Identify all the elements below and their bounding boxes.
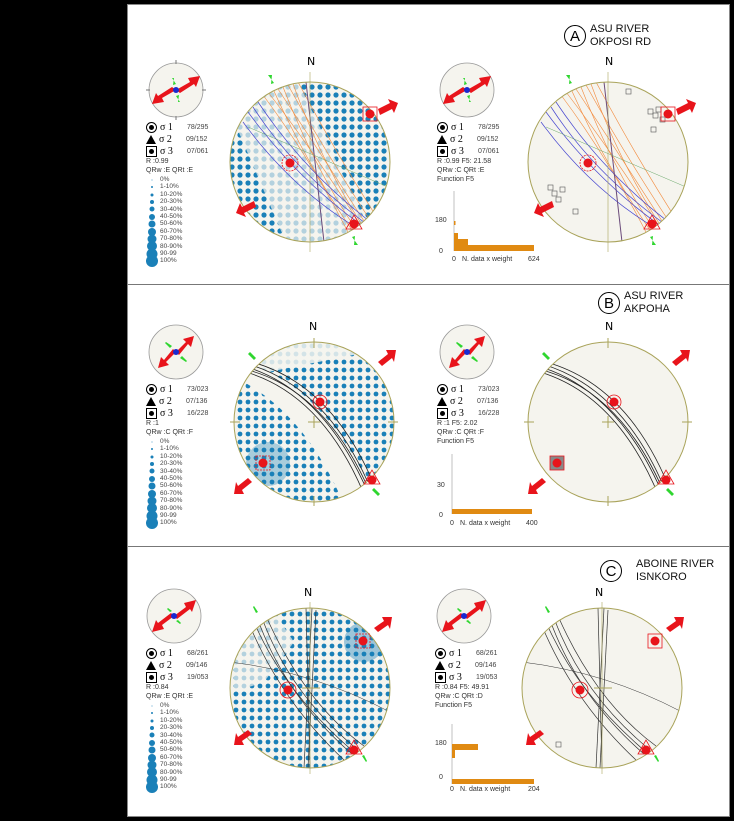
north-label: N [304,586,313,599]
sigma2-triangle-icon [146,660,156,670]
panel-a: A ASU RIVER OKPOSI RD σ 1 78/295 σ 2 09/15… [128,5,729,285]
title-site: OKPOSI RD [590,36,652,48]
quality-ranking: QRw :C QRt :E [437,167,485,174]
sigma1-circle-icon [146,121,157,133]
sigma2-triangle-icon [437,134,447,144]
panel-b: B ASU RIVER AKPOHA σ 1 73/023 σ 2 07/136 σ… [128,284,729,547]
panel-title: A ASU RIVER OKPOSI RD [564,23,651,49]
sigma1-circle-icon [435,647,446,659]
stress-legend-right: σ 1 68/261 σ 2 09/146 σ 3 19/053 R :0.84 F5… [435,647,498,709]
sigma2-triangle-icon [146,396,156,406]
density-legend: 0% 1-10% 10-20% 20-30% 30-40% 40-50% 50-… [146,176,208,268]
fault-stereonet [521,602,684,774]
sigma3-square-icon [146,145,157,157]
sigma3-square-icon [437,145,448,157]
mini-stereonet [148,324,204,380]
f5-histogram [453,191,534,251]
density-stereonet [230,338,398,506]
mini-stereonet [439,324,495,380]
stress-legend-right: σ 1 73/023 σ 2 07/136 σ 3 16/228 R :1 F5: 2… [437,383,500,445]
panel-title: C ABOINE RIVER ISNKORO [600,558,714,584]
density-stereonet [229,602,392,774]
sigma3-row: σ 3 07/061 [146,145,208,157]
mini-stereonet [439,62,495,118]
density-legend: 0% 1-10% 10-20% 20-30% 30-40% 40-50% 50-… [146,702,208,794]
north-label: N [309,320,318,333]
panel-title: B ASU RIVER AKPOHA [598,290,683,316]
sigma1-circle-icon [437,383,448,395]
sigma1-row: σ 1 78/295 [146,121,208,133]
sigma3-square-icon [437,407,448,419]
extension-arrow-icon [236,201,256,217]
sigma1-circle-icon [146,383,157,395]
fault-stereonet [524,338,692,506]
north-label: N [605,55,614,68]
quality-ranking: QRw :E QRt :E [146,167,194,174]
r-value: R :0.99 [146,158,169,165]
sigma1-circle-icon [146,647,157,659]
sigma1-circle-icon [437,121,448,133]
r-f5-value: R :0.99 F5: 21.58 [437,158,492,165]
sigma3-square-icon [146,407,157,419]
density-stereonet [229,72,398,252]
figure-frame: A ASU RIVER OKPOSI RD σ 1 78/295 σ 2 09/15… [127,4,730,817]
title-location: ASU RIVER [590,23,650,35]
sigma2-triangle-icon [435,660,445,670]
stress-legend-right: σ 1 78/295 σ 2 09/152 σ 3 07/061 R :0.99 F5… [437,121,500,183]
f5-histogram [451,454,532,514]
sigma3-square-icon [435,671,446,683]
mini-stereonet [146,60,206,120]
mini-stereonet [146,588,202,644]
sigma2-triangle-icon [437,396,447,406]
f5-histogram [451,724,534,784]
function-label: Function F5 [437,176,474,183]
stress-legend: σ 1 78/295 σ 2 09/152 σ 3 07/061 R :0.99 QR… [146,121,208,268]
panel-c: C ABOINE RIVER ISNKORO σ 1 68/261 σ 2 09/1… [146,558,715,794]
sigma2-row: σ 2 09/152 [146,133,208,145]
extension-arrow-icon [378,99,398,115]
stress-legend: σ 1 68/261 σ 2 09/146 σ 3 19/053 R :0.84 QR… [146,647,208,794]
stress-legend: σ 1 73/023 σ 2 07/136 σ 3 16/228 R :1 QRw :… [146,383,208,530]
north-label: N [307,55,316,68]
sigma2-triangle-icon [146,134,156,144]
sigma3-square-icon [146,671,157,683]
north-label: N [595,586,604,599]
fault-stereonet [527,72,696,252]
mini-stereonet [436,588,492,644]
density-legend: 0% 1-10% 10-20% 20-30% 30-40% 40-50% 50-… [146,438,208,530]
panel-letter: A [564,25,586,47]
north-label: N [605,320,614,333]
